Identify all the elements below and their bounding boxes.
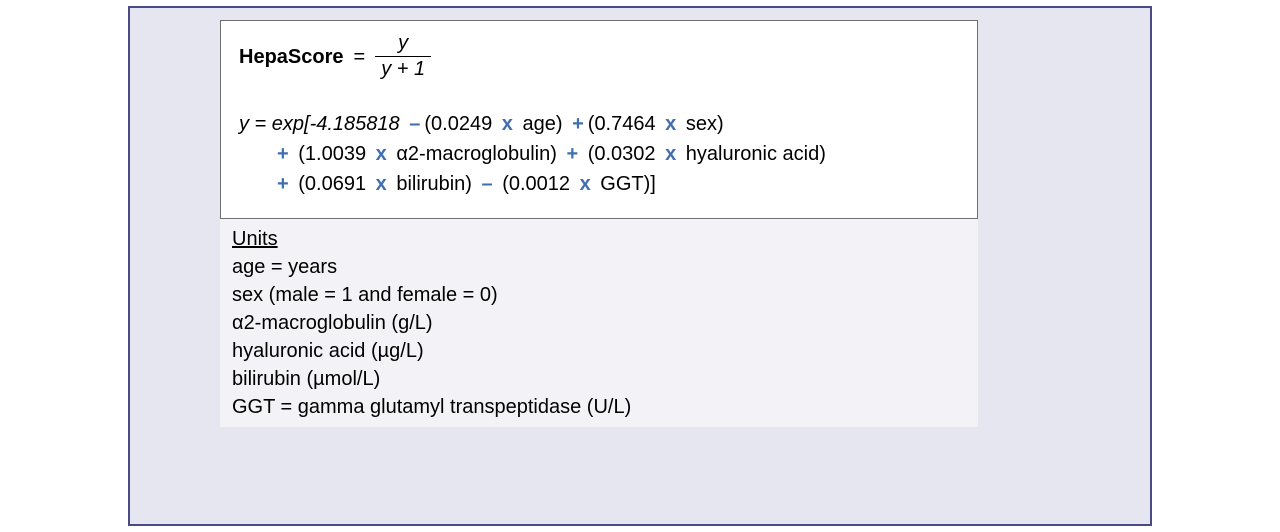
units-line: sex (male = 1 and female = 0) (232, 281, 966, 309)
units-line: α2-macroglobulin (g/L) (232, 309, 966, 337)
var-4: bilirubin (396, 173, 465, 195)
close-5: )] (644, 173, 656, 195)
close-4: ) (465, 173, 472, 195)
coef-3: 0.0302 (594, 143, 655, 165)
open-4: ( (298, 173, 305, 195)
y-definition-line3: + (0.0691 x bilirubin) – (0.0012 x GGT)] (273, 174, 959, 194)
op-1: + (572, 113, 584, 135)
fraction-denominator: y + 1 (375, 56, 431, 80)
var-1: sex (686, 113, 717, 135)
y-definition-line1: y = exp[-4.185818 –(0.0249 x age) +(0.74… (239, 114, 959, 134)
hepascore-equation: HepaScore = y y + 1 (239, 33, 959, 80)
coef-0: 0.0249 (431, 113, 492, 135)
coef-5: 0.0012 (509, 173, 570, 195)
y-definition-line2: + (1.0039 x α2-macroglobulin) + (0.0302 … (273, 144, 959, 164)
formula-box: HepaScore = y y + 1 y = exp[-4.185818 –(… (220, 20, 978, 219)
fraction: y y + 1 (375, 33, 431, 80)
op-3: + (566, 143, 578, 165)
close-0: ) (556, 113, 563, 135)
units-line: GGT = gamma glutamyl transpeptidase (U/L… (232, 393, 966, 421)
units-line: bilirubin (µmol/L) (232, 365, 966, 393)
mult-4: x (376, 173, 387, 195)
close-3: ) (819, 143, 826, 165)
close-1: ) (717, 113, 724, 135)
fraction-numerator: y (392, 33, 414, 56)
mult-3: x (665, 143, 676, 165)
mult-1: x (665, 113, 676, 135)
coef-4: 0.0691 (305, 173, 366, 195)
var-2: α2-macroglobulin (396, 143, 550, 165)
op-5: – (482, 173, 493, 195)
op-0: – (409, 113, 420, 135)
var-3: hyaluronic acid (686, 143, 819, 165)
mult-0: x (502, 113, 513, 135)
units-line: hyaluronic acid (µg/L) (232, 337, 966, 365)
equals-sign: = (354, 47, 366, 67)
open-5: ( (502, 173, 509, 195)
op-4: + (277, 173, 289, 195)
close-2: ) (550, 143, 557, 165)
units-line: age = years (232, 253, 966, 281)
mult-2: x (376, 143, 387, 165)
units-header: Units (232, 225, 966, 253)
coef-2: 1.0039 (305, 143, 366, 165)
mult-5: x (580, 173, 591, 195)
panel: HepaScore = y y + 1 y = exp[-4.185818 –(… (128, 6, 1152, 526)
op-2: + (277, 143, 289, 165)
var-0: age (522, 113, 555, 135)
coef-1: 0.7464 (594, 113, 655, 135)
var-5: GGT (600, 173, 643, 195)
open-2: ( (298, 143, 305, 165)
score-name: HepaScore (239, 47, 344, 67)
y-lead: y = exp[-4.185818 (239, 113, 400, 135)
units-box: Units age = years sex (male = 1 and fema… (220, 219, 978, 427)
